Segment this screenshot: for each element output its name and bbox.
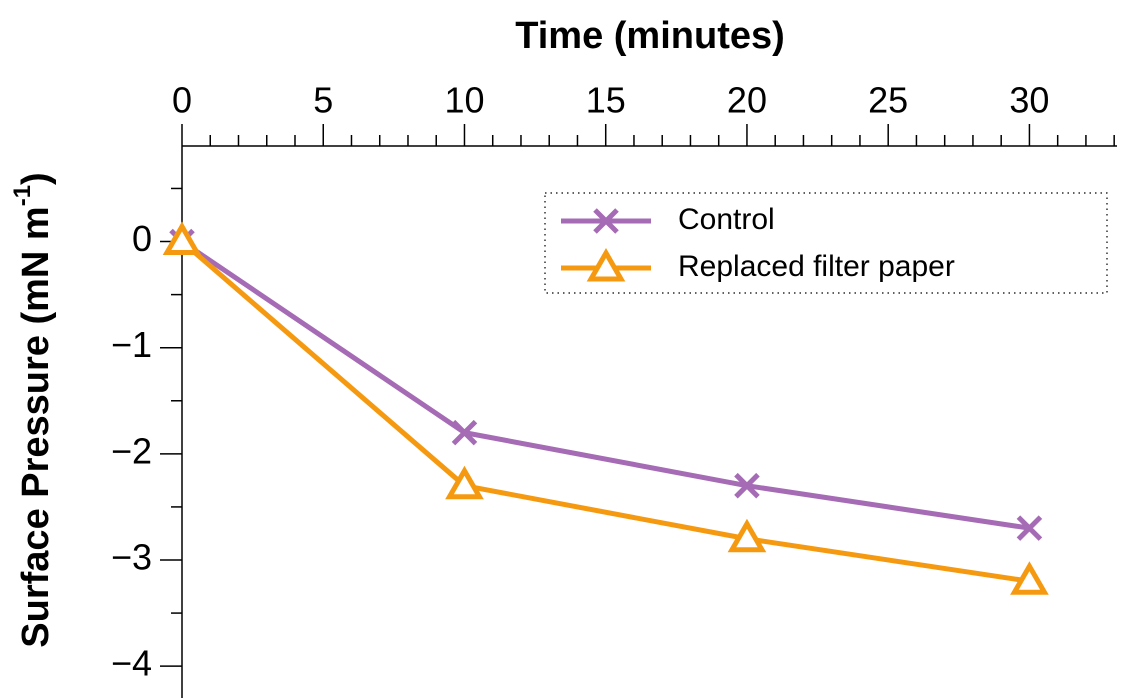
x-tick-label: 30 [1009, 80, 1049, 121]
y-axis-title: Surface Pressure (mN m-1) [9, 172, 57, 647]
x-tick-label: 15 [586, 80, 626, 121]
y-tick-label: 0 [132, 218, 152, 259]
x-tick-label: 20 [727, 80, 767, 121]
x-tick-label: 25 [868, 80, 908, 121]
x-tick-label: 0 [172, 80, 192, 121]
y-axis-title-sup: -1 [9, 185, 36, 206]
marker [1016, 515, 1043, 541]
y-tick-label: −1 [111, 324, 152, 365]
marker [1010, 561, 1049, 595]
marker [593, 208, 619, 234]
marker [734, 472, 760, 499]
legend-box [544, 192, 1108, 294]
legend-label: Replaced filter paper [678, 250, 955, 283]
marker [445, 465, 484, 500]
x-tick-label: 10 [444, 80, 484, 121]
y-tick-label: −4 [111, 643, 152, 684]
y-axis-title-end: ) [15, 172, 57, 185]
x-tick-label: 5 [313, 80, 333, 121]
marker [727, 518, 767, 553]
y-axis-title-text: Surface Pressure (mN m [15, 206, 57, 647]
legend-label: Control [678, 203, 775, 236]
marker [162, 221, 202, 256]
series-line [180, 239, 1030, 531]
y-tick-label: −2 [111, 430, 152, 471]
marker [451, 419, 478, 446]
y-tick-label: −3 [111, 537, 152, 578]
x-axis-title: Time (minutes) [515, 15, 785, 57]
marker [586, 247, 626, 282]
series-line [180, 239, 1030, 584]
